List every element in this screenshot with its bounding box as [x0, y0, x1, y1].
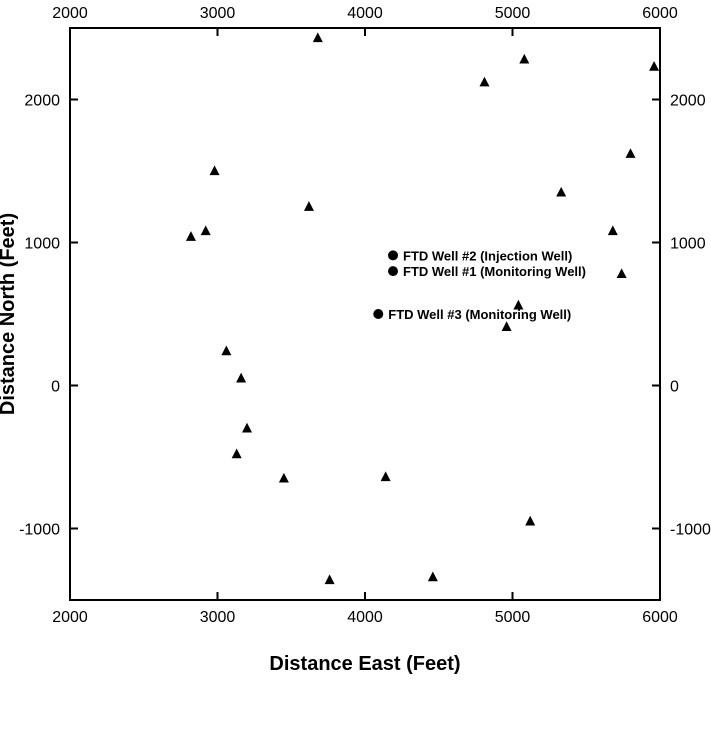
well-marker-icon	[373, 309, 383, 319]
well-label: FTD Well #2 (Injection Well)	[403, 248, 572, 263]
well-location-chart: 2000 2000 3000 3000 4000 4000 5000 5000 6000 6000…	[0, 0, 711, 732]
ytick-label-left: 0	[51, 379, 60, 396]
ytick-label-right: 1000	[670, 236, 706, 253]
y-axis-label: Distance North (Feet)	[0, 213, 19, 415]
xtick-label-bottom: 6000	[642, 609, 678, 626]
xtick-label-bottom: 3000	[200, 609, 236, 626]
well-marker-icon	[388, 266, 398, 276]
ytick-label-left: -1000	[19, 522, 60, 539]
xtick-label-bottom: 5000	[495, 609, 531, 626]
chart-container: 2000 2000 3000 3000 4000 4000 5000 5000 6000 6000…	[0, 0, 711, 732]
ytick-label-left: 1000	[24, 236, 60, 253]
xtick-label-top: 2000	[52, 5, 88, 22]
well-label: FTD Well #3 (Monitoring Well)	[388, 307, 571, 322]
xtick-label-bottom: 4000	[347, 609, 383, 626]
ytick-label-right: 2000	[670, 93, 706, 110]
ytick-label-right: 0	[670, 379, 679, 396]
well-label: FTD Well #1 (Monitoring Well)	[403, 264, 586, 279]
xtick-label-top: 5000	[495, 5, 531, 22]
ytick-label-right: -1000	[670, 522, 711, 539]
xtick-label-top: 6000	[642, 5, 678, 22]
xtick-label-top: 4000	[347, 5, 383, 22]
well-marker-icon	[388, 250, 398, 260]
x-axis-label: Distance East (Feet)	[269, 653, 460, 675]
ytick-label-left: 2000	[24, 93, 60, 110]
xtick-label-bottom: 2000	[52, 609, 88, 626]
xtick-label-top: 3000	[200, 5, 236, 22]
